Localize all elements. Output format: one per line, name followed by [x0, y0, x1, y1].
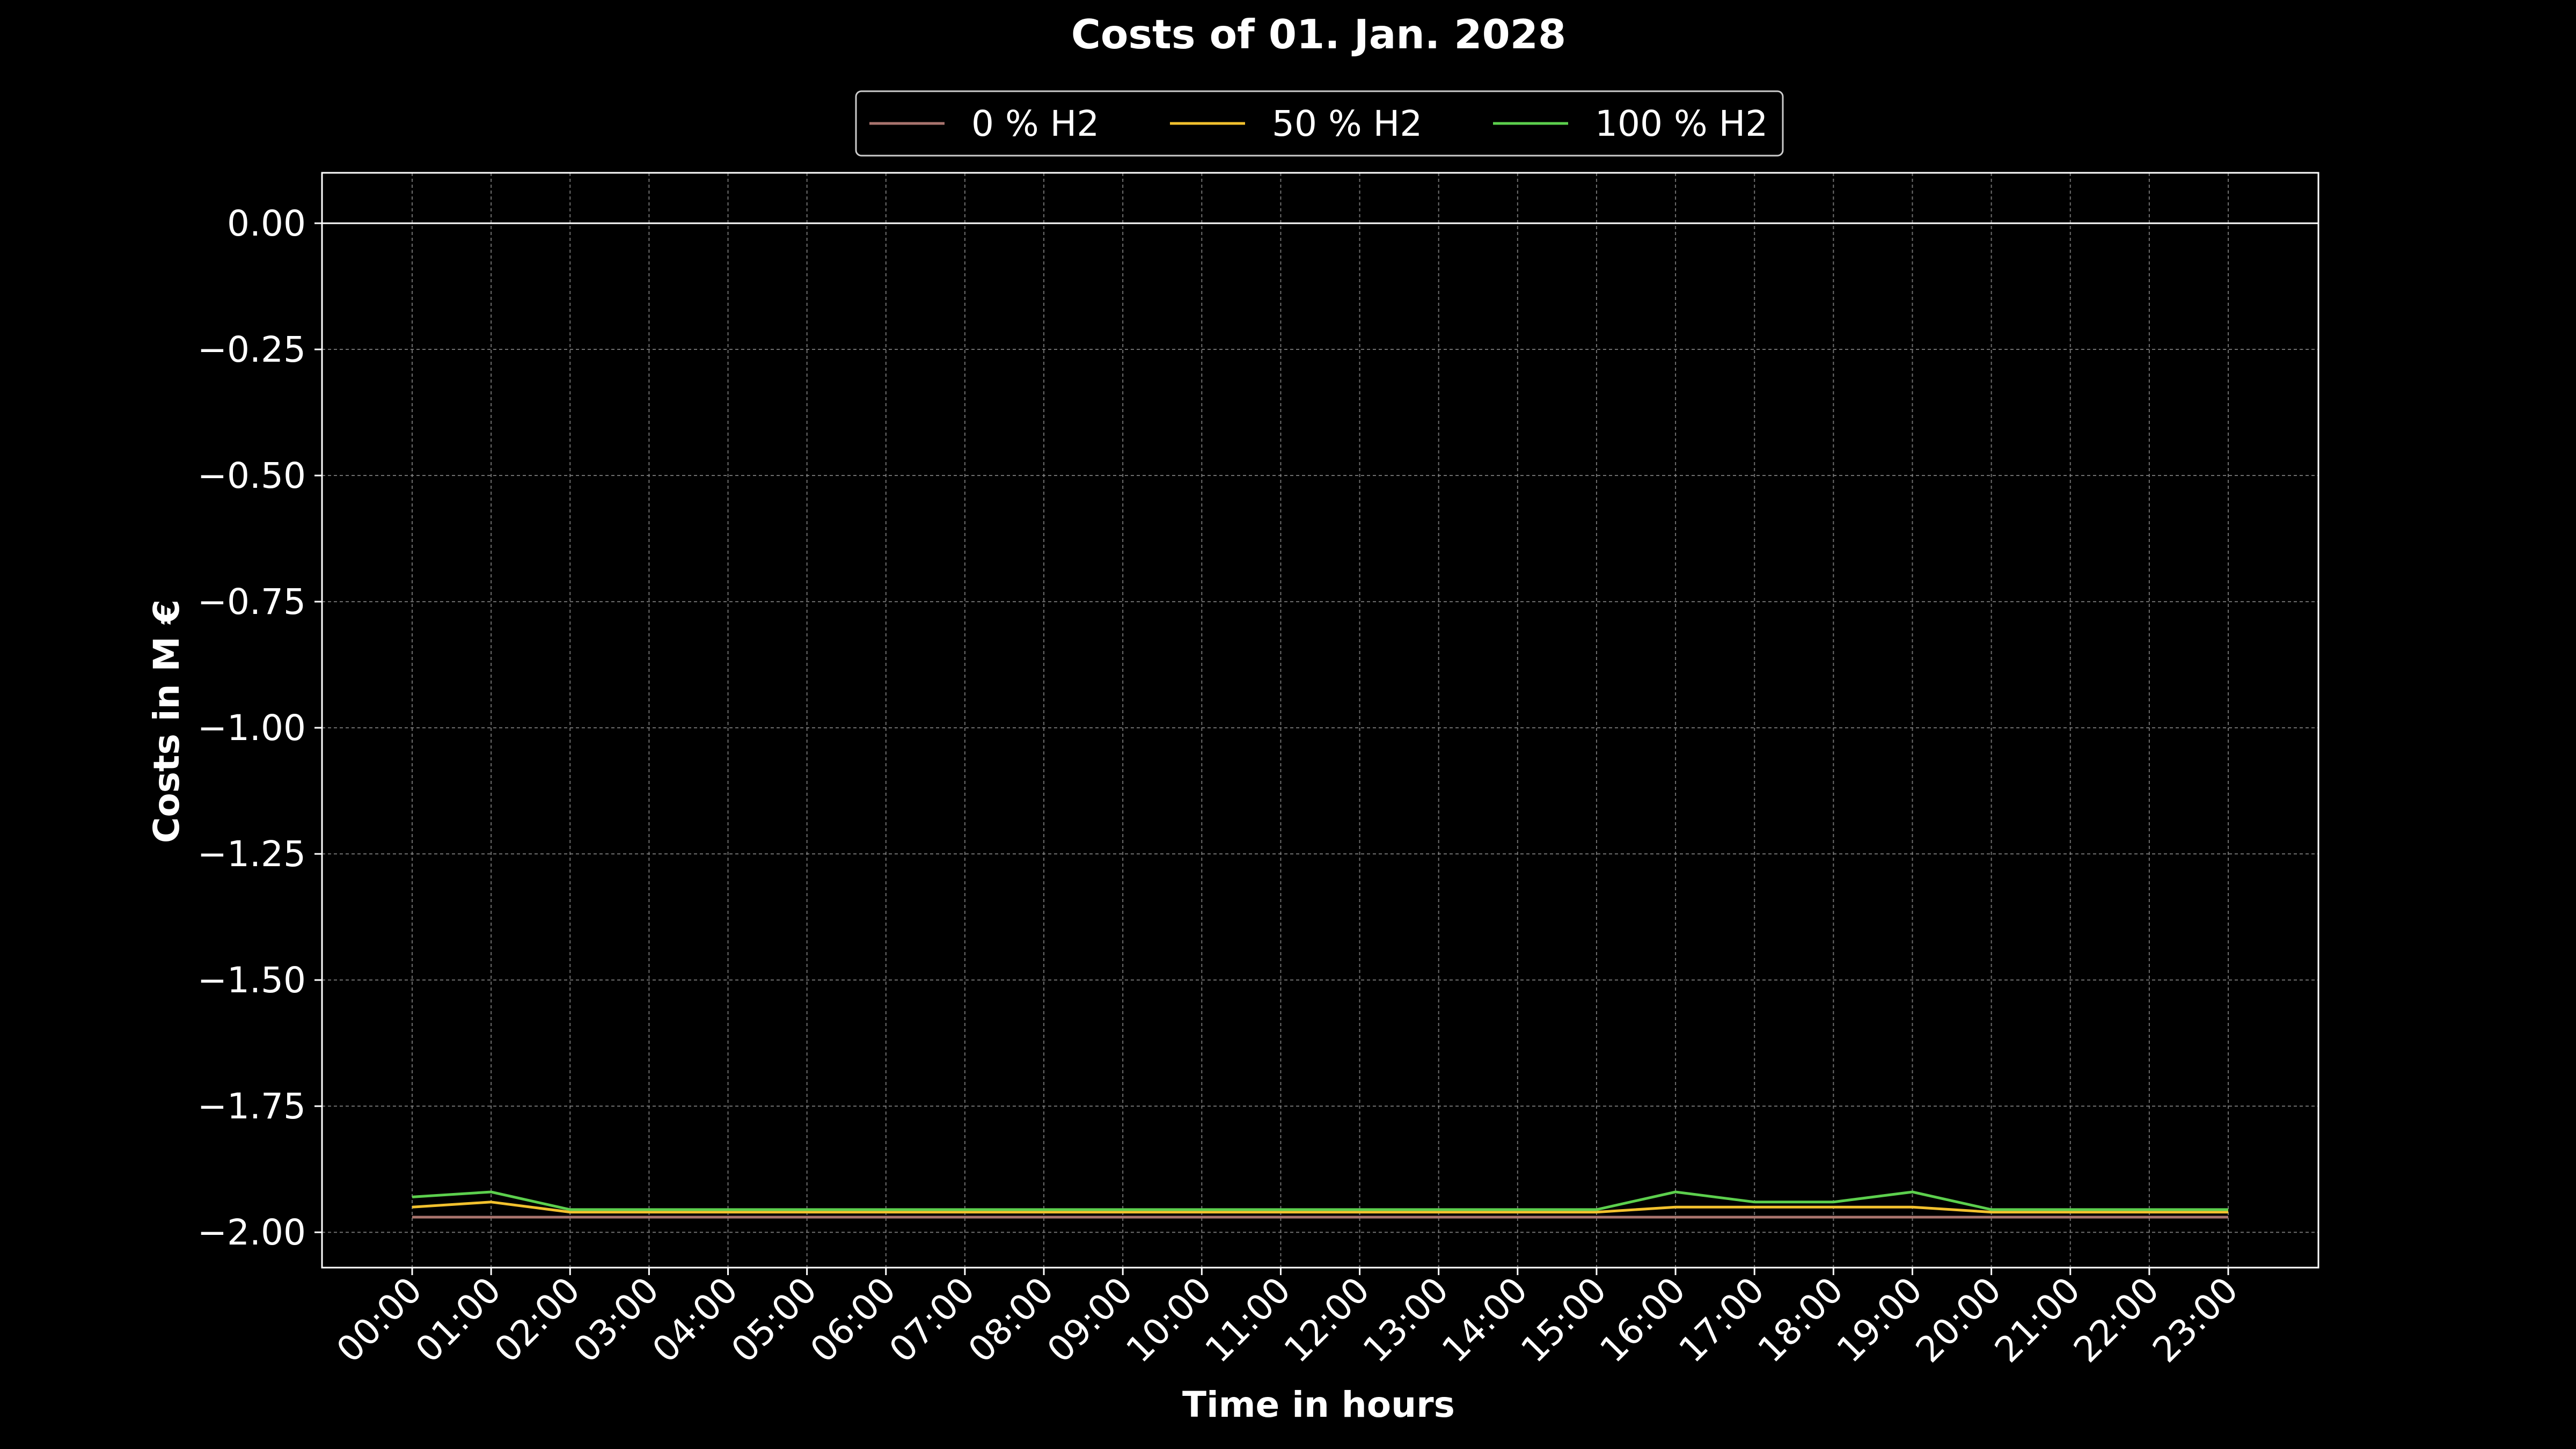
series-line-100-h2	[412, 1190, 2228, 1211]
y-tick-label: −1.25	[197, 833, 306, 875]
chart-title: Costs of 01. Jan. 2028	[1071, 11, 1566, 58]
series-lines	[412, 1190, 2228, 1219]
y-tick-label: −1.75	[197, 1086, 306, 1127]
y-tick-label: −2.00	[197, 1212, 306, 1253]
y-tick-label: 0.00	[227, 203, 306, 244]
legend-box	[855, 90, 1784, 157]
grid	[322, 173, 2318, 1268]
y-tick-label: −1.50	[197, 960, 306, 1001]
legend: 0 % H2 50 % H2 100 % H2	[855, 90, 1784, 157]
y-axis: 0.00 −0.25 −0.50 −0.75 −1.00 −1.25 −1.50 −1.75 −…	[197, 203, 322, 1253]
legend-label: 100 % H2	[1595, 103, 1768, 144]
x-axis-label: Time in hours	[1182, 1384, 1455, 1425]
legend-label: 0 % H2	[971, 103, 1099, 144]
legend-label: 50 % H2	[1272, 103, 1422, 144]
plot-frame	[321, 172, 2319, 1269]
y-tick-label: −0.50	[197, 455, 306, 496]
y-tick-label: −0.75	[197, 581, 306, 623]
y-axis-label: Costs in M €	[146, 599, 187, 843]
y-tick-label: −1.00	[197, 707, 306, 749]
y-tick-label: −0.25	[197, 329, 306, 370]
series-line-50-h2	[412, 1201, 2228, 1214]
